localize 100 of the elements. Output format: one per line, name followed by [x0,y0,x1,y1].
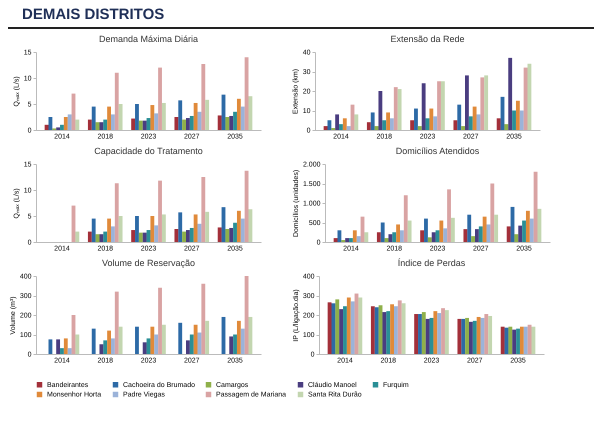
bar [463,229,468,242]
bar [356,236,361,242]
bar [244,170,248,242]
bar [198,332,202,354]
bar [461,318,466,354]
bar [508,326,512,354]
bar [453,120,458,130]
bar [114,183,119,242]
bar [475,229,479,242]
bar [472,320,477,354]
bar [68,114,72,130]
bar [332,303,336,354]
chart-title: Volume de Reservação [102,258,196,268]
bar [418,314,422,354]
bar [378,305,382,354]
bar [520,326,524,354]
bar [528,64,532,130]
bar [186,340,190,354]
bar [92,106,96,130]
bar [478,226,483,242]
bar [131,230,136,242]
bar [154,113,158,130]
bar [402,303,406,354]
bar [482,216,487,242]
bar [404,195,408,242]
bar [88,120,92,130]
bar [364,232,368,242]
bar [422,312,426,354]
bar [146,230,150,242]
bar [233,334,237,354]
bar [390,118,394,130]
bar [201,177,206,242]
bar [225,117,230,130]
bar [111,338,115,354]
bar [400,230,404,242]
bar [72,206,76,242]
bar [335,114,340,130]
bar [480,318,484,354]
bar [118,104,123,130]
bar [162,102,166,130]
bar [345,238,350,242]
bar [48,339,52,354]
bar [154,334,158,354]
bar [380,222,385,242]
bar [240,328,245,354]
bar [530,218,534,242]
bar [384,238,388,242]
bar [99,234,104,242]
bar [398,89,402,130]
bar [354,294,358,354]
bar [414,314,418,354]
bar [190,334,194,354]
bar [190,116,194,130]
bar [471,236,475,242]
bar [138,232,143,242]
bar [376,232,381,242]
bar [92,328,96,354]
bar [484,75,488,130]
bar [114,292,119,354]
bar [490,184,494,242]
chart-title: Extensão da Rede [390,34,465,44]
bar [339,124,343,130]
bar [335,299,340,354]
bar [190,228,194,242]
bar [522,220,526,242]
bar [518,226,522,242]
bar [436,230,440,242]
bar [358,297,362,354]
bar [64,338,68,354]
bar [118,326,123,354]
bar [205,212,210,242]
chart-title: Demanda Máxima Diária [98,34,198,44]
bar [418,126,422,130]
bar [201,64,206,130]
bar [443,228,448,242]
bar [439,220,444,242]
bar [118,216,123,242]
bar [201,284,206,354]
bar [103,232,108,242]
bar [236,210,241,242]
bar [60,124,64,130]
bar [178,100,182,130]
bar [512,110,516,130]
bar [174,117,178,130]
bar [420,230,424,242]
bar [346,126,351,130]
bar [150,326,154,354]
bar [72,315,76,354]
bar [186,230,190,242]
bar [414,108,418,130]
bar [182,232,186,242]
bar [480,77,484,130]
bar [433,116,438,130]
bar [142,342,147,354]
bar [186,118,190,130]
bar [194,214,198,242]
bar [426,118,430,130]
bar [496,118,501,130]
bar [450,218,455,242]
bar [432,232,436,242]
